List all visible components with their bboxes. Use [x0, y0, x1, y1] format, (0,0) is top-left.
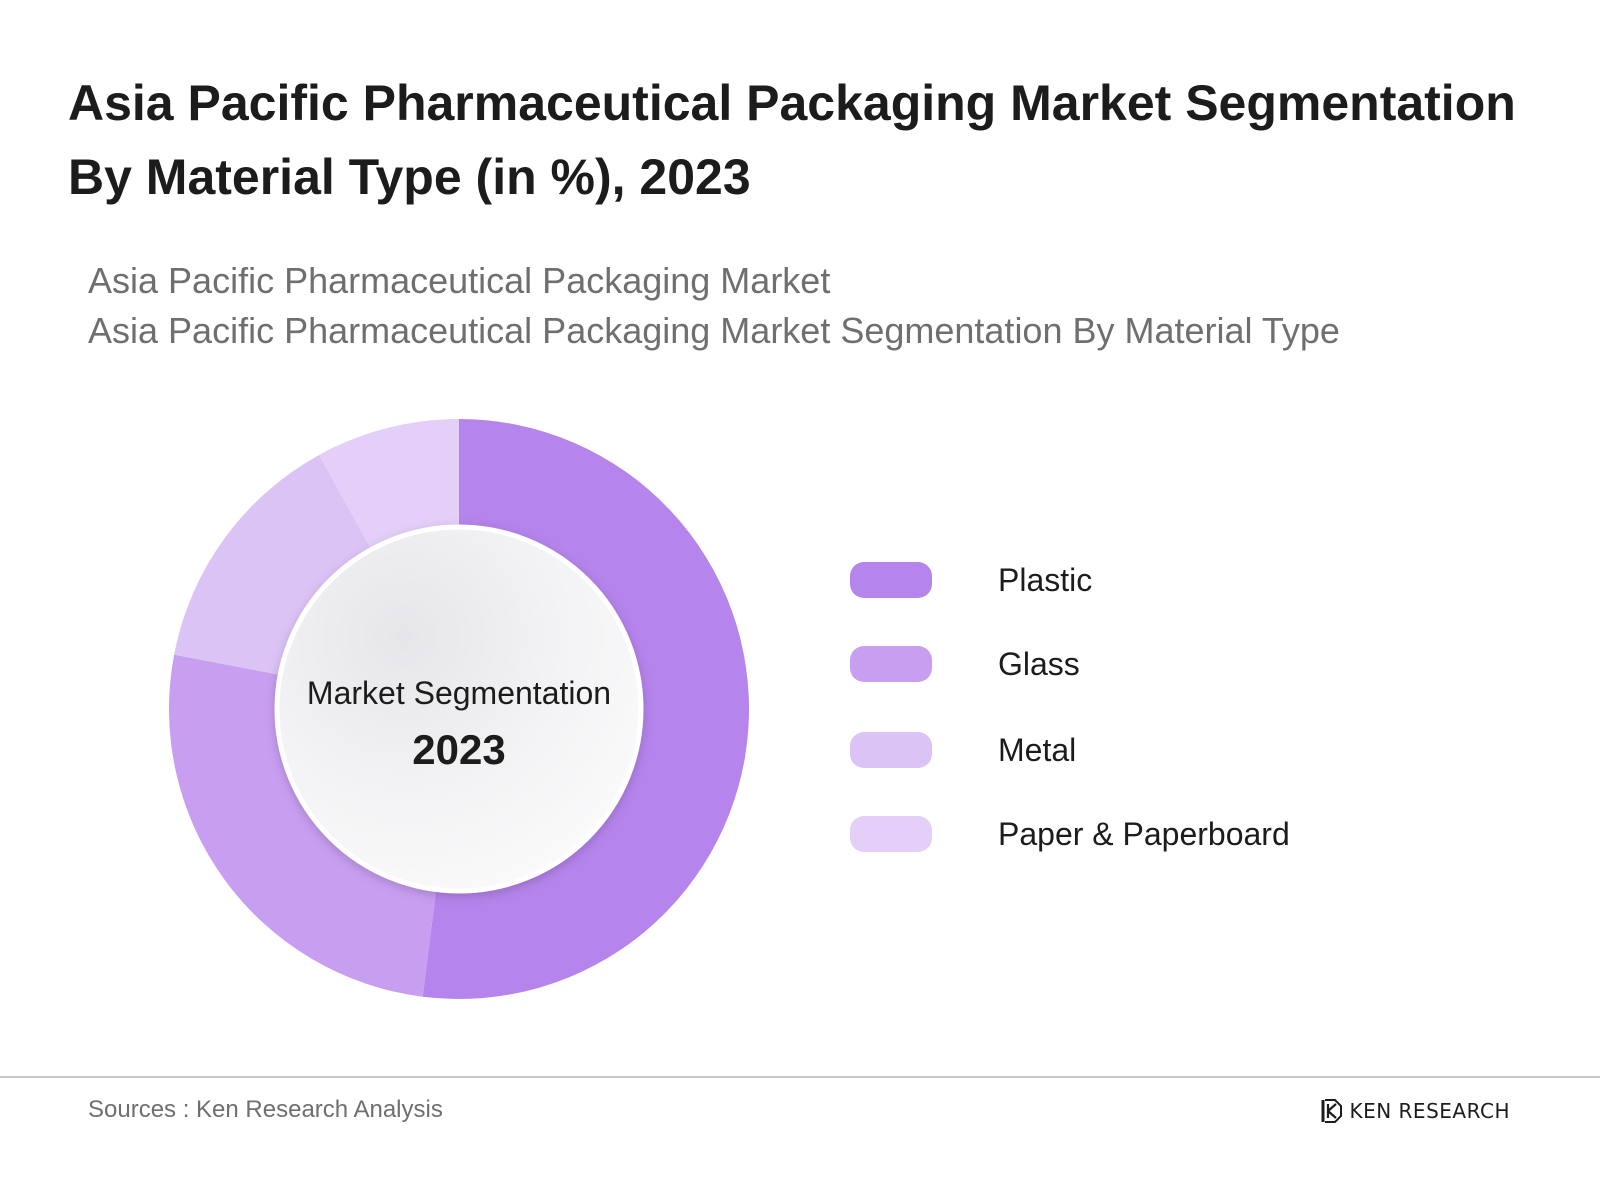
legend-label: Glass	[998, 646, 1080, 682]
donut-center-label: Market Segmentation	[307, 675, 611, 711]
donut-center-year: 2023	[412, 726, 505, 773]
legend-swatch	[850, 816, 932, 852]
legend-swatch	[850, 732, 932, 768]
legend-swatch	[850, 562, 932, 598]
donut-center: Market Segmentation 2023	[274, 524, 644, 894]
ken-research-logo-icon	[1321, 1099, 1343, 1123]
source-note: Sources : Ken Research Analysis	[88, 1096, 443, 1123]
donut-center-disc	[274, 524, 644, 894]
brand-logo: KEN RESEARCH	[1321, 1096, 1510, 1126]
donut-slices	[168, 419, 749, 999]
donut-slice-metal	[174, 454, 373, 676]
legend-item-plastic: Plastic	[850, 560, 1450, 600]
legend-item-metal: Metal	[850, 730, 1450, 770]
chart-subtitle-line-1: Asia Pacific Pharmaceutical Packaging Ma…	[88, 260, 831, 301]
chart-subtitle-line-2: Asia Pacific Pharmaceutical Packaging Ma…	[88, 310, 1340, 351]
chart-subtitle: Asia Pacific Pharmaceutical Packaging Ma…	[88, 256, 1340, 356]
legend-label: Plastic	[998, 562, 1093, 598]
donut-slice-plastic	[422, 419, 749, 999]
donut-slice-paper-paperboard	[319, 419, 459, 552]
legend-label: Metal	[998, 732, 1077, 768]
legend-item-paper-paperboard: Paper & Paperboard	[850, 814, 1450, 854]
legend-swatch	[850, 646, 932, 682]
chart-title: Asia Pacific Pharmaceutical Packaging Ma…	[68, 66, 1548, 214]
donut-chart: Market Segmentation 2023	[168, 419, 749, 999]
chart-title-line-2: By Material Type (in %), 2023	[68, 149, 751, 205]
chart-title-line-1: Asia Pacific Pharmaceutical Packaging Ma…	[68, 75, 1516, 131]
legend-label: Paper & Paperboard	[998, 816, 1290, 852]
legend-item-glass: Glass	[850, 644, 1450, 684]
donut-slice-glass	[168, 654, 437, 997]
footer-divider	[0, 1076, 1600, 1078]
brand-name: KEN RESEARCH	[1349, 1099, 1510, 1123]
